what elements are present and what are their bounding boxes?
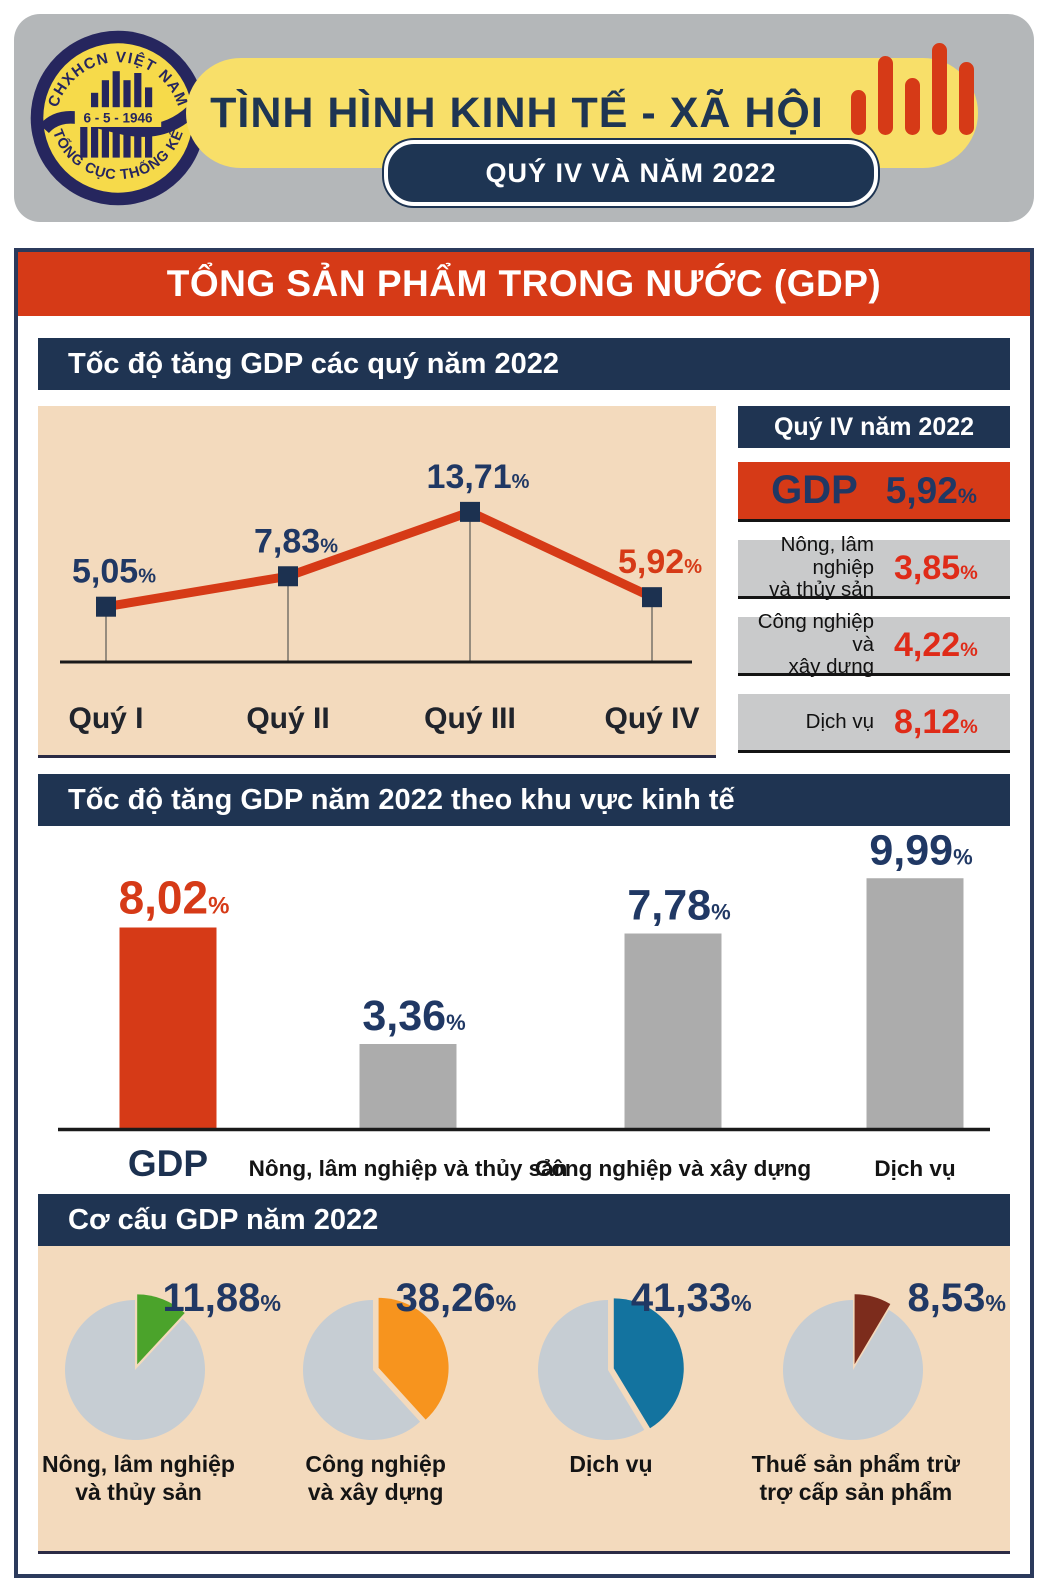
pie-chart-1 bbox=[65, 1294, 206, 1440]
pie-inner: Thuế sản phẩm trừ trợ cấp sản phẩm bbox=[752, 1290, 960, 1506]
pie-section-title-banner: Cơ cấu GDP năm 2022 bbox=[38, 1194, 1010, 1246]
quarter-stat-label: Dịch vụ bbox=[805, 709, 874, 733]
gso-logo: CHXHCN VIỆT NAM TỔNG CỤC THỐNG KÊ 6 - 5 … bbox=[30, 30, 206, 206]
logo-date-text: 6 - 5 - 1946 bbox=[83, 111, 153, 126]
pie-category-label: Dịch vụ bbox=[569, 1451, 653, 1477]
pie-category-label: Nông, lâm nghiệp và thủy sản bbox=[42, 1451, 235, 1506]
pie-cell-3: Dịch vụ 41,33% bbox=[516, 1246, 752, 1551]
bar-chart-icon bbox=[851, 43, 974, 135]
pie-cell-1: Nông, lâm nghiệp và thủy sản 11,88% bbox=[42, 1246, 281, 1551]
quarter-panel-rows: GDP 5,92% Nông, lâm nghiệp và thủy sản 3,85%… bbox=[738, 448, 1010, 753]
svg-text:Nông, lâm nghiệp và thủy sản: Nông, lâm nghiệp và thủy sản bbox=[249, 1156, 568, 1181]
pie-inner: Nông, lâm nghiệp và thủy sản bbox=[42, 1290, 235, 1506]
pie-value-label: 38,26% bbox=[395, 1276, 517, 1320]
annual-gdp-bar-chart: 8,02% 3,36% 7,78% 9,99% GDP Nông, lâm nghiệp … bbox=[58, 826, 990, 1184]
svg-text:7,78%: 7,78% bbox=[627, 882, 730, 930]
svg-text:9,99%: 9,99% bbox=[869, 826, 972, 874]
quarter-stat-value: 5,92% bbox=[885, 469, 977, 511]
svg-text:3,36%: 3,36% bbox=[362, 992, 465, 1040]
pie-cell-2: Công nghiệp và xây dựng 38,26% bbox=[281, 1246, 516, 1551]
pie-chart-4 bbox=[782, 1294, 923, 1440]
pie-chart-2 bbox=[302, 1297, 449, 1440]
pie-value-label: 41,33% bbox=[630, 1276, 752, 1320]
svg-text:Quý IV: Quý IV bbox=[604, 702, 699, 735]
quarter-stat-label: GDP bbox=[771, 468, 858, 512]
quarter-stat-value: 3,85% bbox=[894, 548, 978, 587]
svg-text:Công nghiệp và xây dựng: Công nghiệp và xây dựng bbox=[535, 1156, 811, 1181]
subtitle-badge: QUÝ IV VÀ NĂM 2022 bbox=[384, 140, 878, 206]
quarter-stat-row-gdp: GDP 5,92% bbox=[738, 462, 1010, 522]
svg-text:8,02%: 8,02% bbox=[119, 872, 230, 924]
svg-text:Dịch vụ: Dịch vụ bbox=[874, 1156, 955, 1181]
svg-text:Quý I: Quý I bbox=[68, 702, 143, 735]
bar-chart-panel: 8,02% 3,36% 7,78% 9,99% GDP Nông, lâm nghiệp … bbox=[38, 826, 1010, 1194]
svg-text:7,83%: 7,83% bbox=[254, 522, 338, 560]
quarter-stat-row-n-ng-l-m-nghi-p: Nông, lâm nghiệp và thủy sản 3,85% bbox=[738, 533, 1010, 601]
header-card: CHXHCN VIỆT NAM TỔNG CỤC THỐNG KÊ 6 - 5 … bbox=[14, 14, 1034, 222]
svg-text:Quý III: Quý III bbox=[424, 702, 516, 735]
svg-text:5,05%: 5,05% bbox=[72, 553, 156, 591]
pie-cell-4: Thuế sản phẩm trừ trợ cấp sản phẩm 8,53% bbox=[752, 1246, 1006, 1551]
pie-chart-3 bbox=[537, 1298, 684, 1440]
pie-category-label: Thuế sản phẩm trừ trợ cấp sản phẩm bbox=[751, 1451, 960, 1506]
quarter-stat-row-c-ng-nghi-p-v-: Công nghiệp và xây dựng 4,22% bbox=[738, 610, 1010, 678]
svg-text:GDP: GDP bbox=[128, 1143, 208, 1184]
quarterly-gdp-line-chart: 5,05% 7,83% 13,71% 5,92% Quý I Quý II Quý III Q… bbox=[60, 458, 702, 735]
quarter-stats-panel: Quý IV năm 2022 GDP 5,92% Nông, lâm nghiệp… bbox=[738, 406, 1010, 758]
bar-chart-title-banner: Tốc độ tăng GDP năm 2022 theo khu vực ki… bbox=[38, 774, 1010, 826]
gdp-structure-pie-panel: Nông, lâm nghiệp và thủy sản 11,88% Công ng… bbox=[38, 1246, 1010, 1554]
svg-text:Quý II: Quý II bbox=[246, 702, 329, 735]
quarter-panel-title: Quý IV năm 2022 bbox=[738, 406, 1010, 448]
main-section-banner: TỔNG SẢN PHẨM TRONG NƯỚC (GDP) bbox=[18, 252, 1030, 316]
line-chart-panel: 5,05% 7,83% 13,71% 5,92% Quý I Quý II Quý III Q… bbox=[38, 406, 716, 758]
pie-inner: Dịch vụ bbox=[536, 1290, 686, 1478]
quarter-stat-label: Công nghiệp và xây dựng bbox=[757, 609, 874, 679]
pie-value-label: 8,53% bbox=[907, 1276, 1006, 1320]
pie-inner: Công nghiệp và xây dựng bbox=[301, 1290, 451, 1506]
pie-value-label: 11,88% bbox=[162, 1276, 281, 1320]
svg-text:5,92%: 5,92% bbox=[618, 543, 702, 581]
quarter-stat-value: 4,22% bbox=[894, 625, 978, 664]
pie-category-label: Công nghiệp và xây dựng bbox=[305, 1451, 446, 1506]
gdp-infographic-box: TỔNG SẢN PHẨM TRONG NƯỚC (GDP) Tốc độ tă… bbox=[14, 248, 1034, 1578]
quarterly-chart-row: 5,05% 7,83% 13,71% 5,92% Quý I Quý II Quý III Q… bbox=[38, 406, 1010, 758]
line-chart-title-banner: Tốc độ tăng GDP các quý năm 2022 bbox=[38, 338, 1010, 390]
page-title: TÌNH HÌNH KINH TẾ - XÃ HỘI bbox=[210, 88, 824, 137]
svg-text:13,71%: 13,71% bbox=[427, 458, 530, 496]
quarter-stat-row-d-ch-v-: Dịch vụ 8,12% bbox=[738, 694, 1010, 753]
quarter-stat-value: 8,12% bbox=[894, 702, 978, 741]
quarter-stat-label: Nông, lâm nghiệp và thủy sản bbox=[769, 532, 874, 602]
